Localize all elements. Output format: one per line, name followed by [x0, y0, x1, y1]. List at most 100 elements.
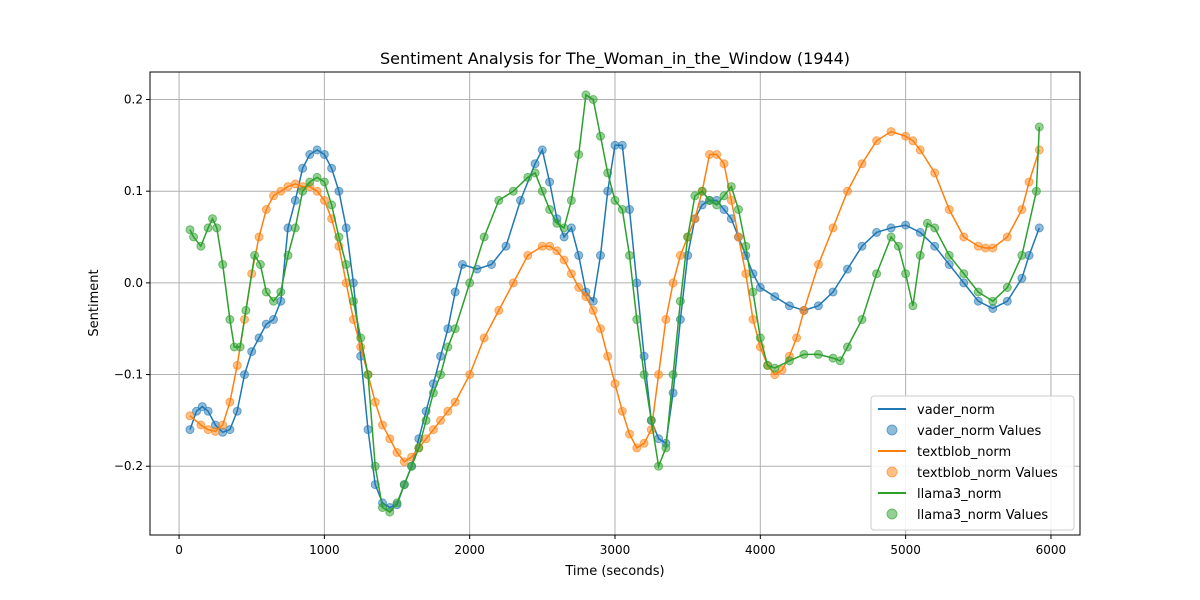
y-axis-ticks: −0.2 −0.1 0.0 0.1 0.2 — [114, 93, 150, 473]
data-point-llama3_norm — [581, 90, 591, 100]
data-point-llama3_norm — [973, 287, 983, 297]
data-point-vader_norm — [566, 223, 576, 233]
data-point-textblob_norm — [465, 370, 475, 380]
data-point-llama3_norm — [523, 172, 533, 182]
data-point-vader_norm — [203, 406, 213, 416]
data-point-llama3_norm — [632, 315, 642, 324]
data-point-vader_norm — [973, 296, 983, 306]
data-point-llama3_norm — [617, 205, 627, 214]
data-point-vader_norm — [225, 425, 235, 435]
data-point-textblob_norm — [959, 232, 969, 242]
data-point-llama3_norm — [1002, 283, 1012, 292]
data-point-llama3_norm — [370, 461, 380, 471]
series-textblob_norm — [185, 127, 1044, 467]
data-point-llama3_norm — [545, 205, 555, 214]
data-point-textblob_norm — [232, 360, 242, 370]
data-point-vader_norm — [1034, 223, 1044, 233]
data-point-llama3_norm — [930, 223, 940, 233]
data-point-vader_norm — [1002, 296, 1012, 306]
legend-box — [870, 395, 1075, 531]
data-point-llama3_norm — [770, 363, 780, 373]
data-point-textblob_norm — [944, 205, 954, 214]
data-point-vader_norm — [559, 232, 569, 242]
y-tick-label: −0.2 — [114, 459, 143, 473]
data-point-llama3_norm — [269, 296, 278, 306]
data-point-llama3_norm — [348, 296, 358, 306]
data-point-vader_norm — [959, 278, 969, 288]
data-point-llama3_norm — [414, 443, 424, 453]
x-tick-label: 3000 — [600, 543, 631, 557]
data-point-vader_norm — [487, 260, 496, 269]
data-point-llama3_norm — [596, 131, 605, 141]
data-point-textblob_norm — [588, 305, 598, 315]
data-point-textblob_norm — [843, 186, 852, 196]
data-point-textblob_norm — [210, 426, 220, 436]
data-point-textblob_norm — [632, 443, 642, 453]
data-point-llama3_norm — [276, 287, 286, 297]
data-point-vader_norm — [545, 177, 555, 187]
data-point-llama3_norm — [835, 356, 845, 366]
data-point-llama3_norm — [690, 191, 700, 201]
data-point-vader_norm — [596, 250, 605, 260]
data-point-textblob_norm — [748, 315, 758, 324]
data-point-textblob_norm — [545, 241, 555, 251]
data-point-textblob_norm — [574, 283, 584, 292]
data-point-textblob_norm — [508, 278, 518, 288]
data-point-textblob_norm — [799, 305, 809, 315]
data-point-llama3_norm — [741, 241, 751, 251]
x-axis-label: Time (seconds) — [564, 564, 664, 579]
data-point-llama3_norm — [552, 218, 562, 228]
data-point-llama3_norm — [734, 205, 743, 214]
data-point-llama3_norm — [719, 191, 729, 201]
data-point-llama3_norm — [872, 269, 882, 279]
data-point-textblob_norm — [596, 324, 605, 334]
x-tick-label: 0 — [175, 543, 183, 557]
data-point-llama3_norm — [944, 250, 954, 260]
data-point-llama3_norm — [697, 186, 707, 196]
data-point-llama3_norm — [683, 232, 693, 242]
data-point-llama3_norm — [625, 250, 634, 260]
data-point-vader_norm — [944, 260, 954, 269]
data-point-textblob_norm — [421, 434, 431, 444]
y-tick-label: 0.2 — [124, 93, 143, 107]
data-point-vader_norm — [197, 402, 207, 412]
data-point-llama3_norm — [603, 168, 613, 178]
data-point-llama3_norm — [341, 260, 351, 269]
data-point-textblob_norm — [581, 292, 591, 302]
data-point-llama3_norm — [922, 218, 932, 228]
data-point-llama3_norm — [450, 324, 460, 334]
series-llama3_norm — [185, 90, 1044, 517]
legend-item: vader_norm Values — [886, 424, 1042, 439]
data-point-llama3_norm — [443, 342, 453, 352]
data-point-textblob_norm — [930, 168, 940, 178]
data-point-textblob_norm — [269, 191, 278, 201]
data-point-llama3_norm — [378, 503, 387, 512]
data-point-llama3_norm — [508, 186, 518, 196]
data-point-textblob_norm — [988, 243, 998, 253]
data-point-textblob_norm — [399, 457, 409, 467]
data-point-vader_norm — [617, 140, 627, 150]
data-point-textblob_norm — [290, 179, 300, 189]
data-point-textblob_norm — [185, 411, 195, 421]
data-point-llama3_norm — [901, 269, 911, 279]
data-point-textblob_norm — [385, 434, 395, 444]
x-tick-label: 5000 — [890, 543, 921, 557]
x-axis-ticks: 0 1000 2000 3000 4000 5000 6000 — [175, 535, 1066, 557]
legend-item: llama3_norm — [878, 487, 1002, 502]
data-point-llama3_norm — [886, 232, 896, 242]
data-point-textblob_norm — [552, 246, 562, 256]
data-point-textblob_norm — [218, 420, 228, 430]
data-point-textblob_norm — [603, 351, 613, 361]
data-point-vader_norm — [232, 406, 242, 416]
data-point-textblob_norm — [872, 136, 882, 146]
data-point-llama3_norm — [421, 415, 431, 425]
data-point-vader_norm — [269, 315, 278, 324]
x-tick-label: 6000 — [1036, 543, 1067, 557]
data-point-llama3_norm — [915, 250, 925, 260]
data-point-textblob_norm — [741, 269, 751, 279]
data-point-textblob_norm — [661, 315, 671, 324]
legend: vader_norm vader_norm Values textblob_norm… — [870, 395, 1075, 531]
data-point-llama3_norm — [668, 370, 678, 380]
data-point-llama3_norm — [428, 388, 438, 398]
